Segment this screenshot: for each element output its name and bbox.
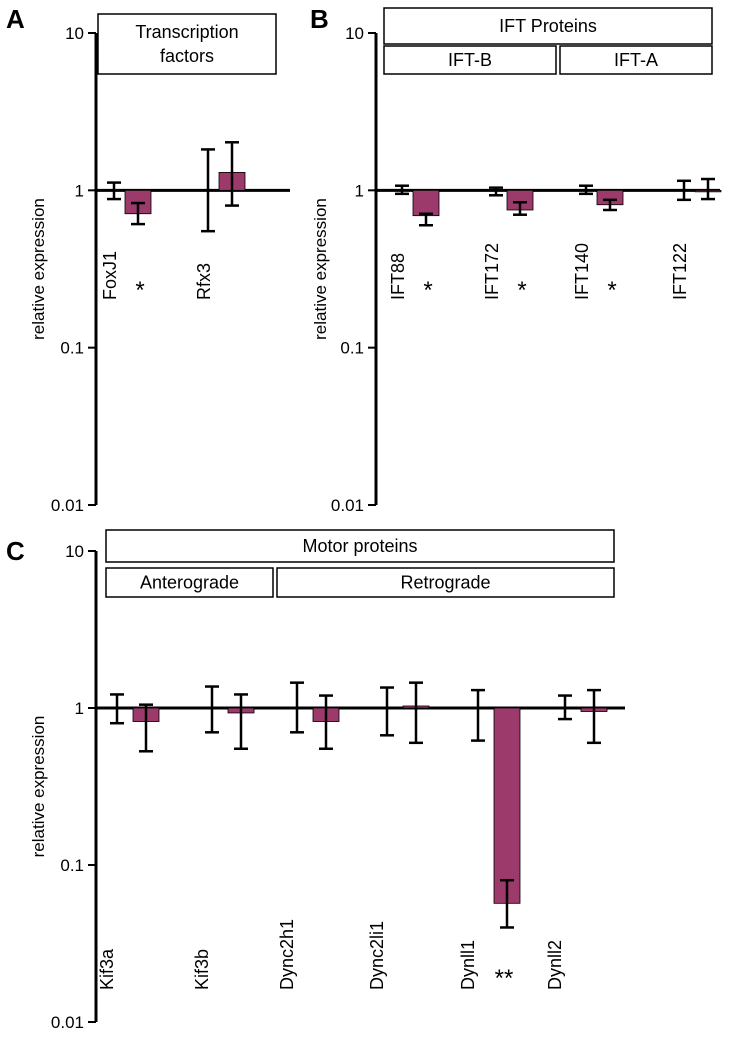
- category-label: Dynll1: [458, 940, 478, 990]
- header-box: [105, 567, 274, 598]
- category-label: Dync2h1: [277, 919, 297, 990]
- header-box: [105, 529, 615, 563]
- y-tick-label: 0.01: [51, 1013, 84, 1032]
- y-tick-label: 0.1: [60, 339, 84, 358]
- y-axis-label: relative expression: [29, 198, 48, 340]
- header-label: Motor proteins: [302, 536, 417, 556]
- header-label: IFT-A: [614, 50, 658, 70]
- significance-marker: *: [607, 277, 616, 304]
- header-box: [276, 567, 615, 598]
- category-label: Dync2li1: [367, 921, 387, 990]
- y-tick-label: 10: [65, 24, 84, 43]
- panel-letter: A: [6, 4, 25, 34]
- category-label: Dynll2: [545, 940, 565, 990]
- category-label: Kif3b: [192, 949, 212, 990]
- y-tick-label: 0.01: [51, 496, 84, 515]
- y-tick-label: 10: [65, 542, 84, 561]
- header-box: [97, 13, 277, 75]
- category-label: Rfx3: [194, 263, 214, 300]
- significance-marker: **: [495, 965, 514, 992]
- significance-marker: *: [517, 277, 526, 304]
- bar-ift88: [412, 189, 440, 217]
- category-label: IFT122: [670, 243, 690, 300]
- y-tick-label: 0.01: [331, 496, 364, 515]
- panel-a: A 10 1 0.1 0.01 relative expression Transcript…: [6, 4, 290, 515]
- panel-c: C 10 1 0.1 0.01 relative expression Motor prot…: [6, 529, 625, 1032]
- bar-dynll1: [493, 707, 521, 904]
- panel-letter: B: [310, 4, 329, 34]
- y-tick-label: 1: [75, 699, 84, 718]
- y-tick-label: 10: [345, 24, 364, 43]
- category-label: IFT172: [482, 243, 502, 300]
- category-label: IFT140: [572, 243, 592, 300]
- significance-marker: *: [135, 277, 144, 304]
- y-tick-label: 0.1: [340, 339, 364, 358]
- panel-b: B 10 1 0.1 0.01 relative expression IFT Protei…: [310, 4, 722, 515]
- header-label: IFT Proteins: [499, 16, 597, 36]
- y-tick-label: 1: [355, 181, 364, 200]
- panel-letter: C: [6, 536, 25, 566]
- category-label: Kif3a: [97, 948, 117, 990]
- header-label: Transcription factors: [135, 22, 238, 66]
- y-tick-label: 0.1: [60, 856, 84, 875]
- header-label: Anterograde: [140, 573, 239, 593]
- significance-marker: *: [423, 277, 432, 304]
- y-tick-label: 1: [75, 181, 84, 200]
- header-box: [559, 45, 713, 75]
- header-box: [383, 7, 713, 45]
- y-axis-label: relative expression: [29, 716, 48, 858]
- category-label: IFT88: [388, 253, 408, 300]
- header-label: Retrograde: [400, 573, 490, 593]
- category-label: FoxJ1: [100, 251, 120, 300]
- y-axis-label: relative expression: [311, 198, 330, 340]
- header-label: IFT-B: [448, 50, 492, 70]
- header-box: [383, 45, 557, 75]
